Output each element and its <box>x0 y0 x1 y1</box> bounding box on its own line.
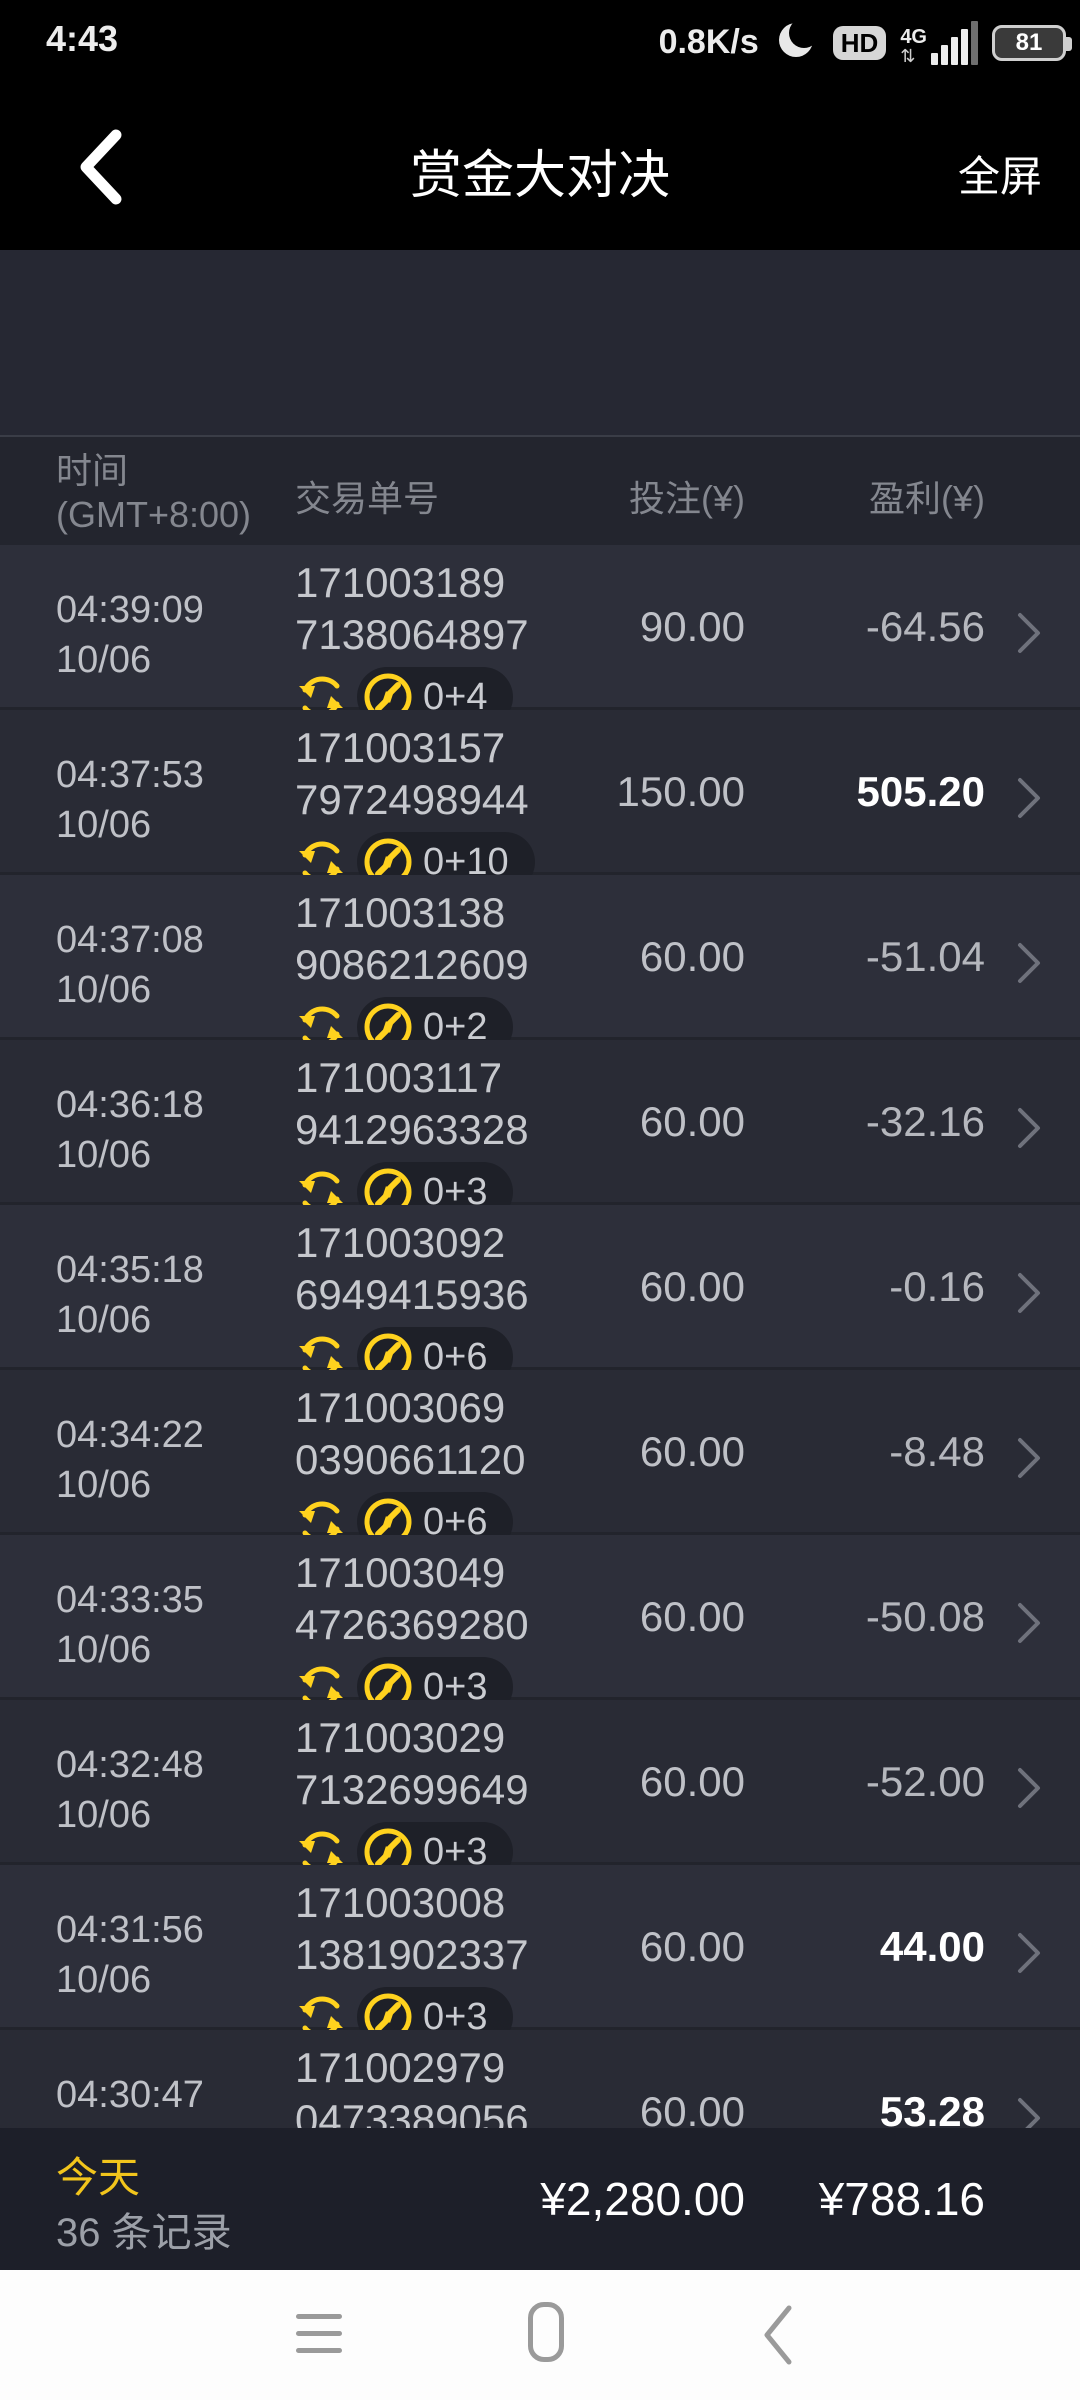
row-bet-amount: 60.00 <box>639 1263 745 1310</box>
row-profit-amount: 53.28 <box>879 2088 985 2128</box>
chevron-right-icon <box>1018 2098 1040 2128</box>
nav-back-icon[interactable] <box>760 2304 794 2366</box>
chevron-right-icon <box>1018 1933 1040 1973</box>
row-profit-amount: -8.48 <box>889 1428 985 1475</box>
row-bet-amount: 60.00 <box>639 1758 745 1805</box>
history-panel-header: 历史记录 今天 <box>0 250 1080 665</box>
row-time: 04:35:18 10/06 <box>56 1249 204 1341</box>
system-nav-bar <box>0 2270 1080 2400</box>
row-order-number: 171003157 7972498944 <box>295 722 535 892</box>
table-row[interactable]: 04:39:09 10/06 171003189 7138064897 <box>0 545 1080 727</box>
versus-icon <box>364 673 412 721</box>
back-icon <box>80 129 122 205</box>
app-bar: 赏金大对决 全屏 <box>0 85 1080 250</box>
table-row[interactable]: 04:37:08 10/06 171003138 9086212609 <box>0 875 1080 1057</box>
table-row[interactable]: 04:32:48 10/06 171003029 7132699649 <box>0 1700 1080 1882</box>
row-time: 04:39:09 10/06 <box>56 589 204 681</box>
column-header-time: 时间 (GMT+8:00) <box>56 450 252 535</box>
row-profit-amount: 44.00 <box>879 1923 985 1970</box>
row-time: 04:32:48 10/06 <box>56 1744 204 1836</box>
row-order-number: 171003189 7138064897 <box>295 557 529 727</box>
summary-record-count: 36 条记录 <box>56 2211 232 2255</box>
chevron-right-icon <box>1018 1603 1040 1643</box>
versus-icon <box>364 838 412 886</box>
row-bet-amount: 60.00 <box>639 1428 745 1475</box>
column-header-order: 交易单号 <box>295 478 440 519</box>
row-time: 04:30:47 10/06 <box>56 2074 204 2128</box>
row-profit-amount: -32.16 <box>865 1098 985 1145</box>
row-bet-amount: 60.00 <box>639 933 745 980</box>
row-profit-amount: -0.16 <box>889 1263 985 1310</box>
signal-icon: 4G ⇅ <box>900 20 978 66</box>
summary-total-bet: ¥2,280.00 <box>540 2173 745 2225</box>
hd-icon: HD <box>832 25 887 60</box>
row-time: 04:37:53 10/06 <box>56 754 204 846</box>
row-bet-amount: 60.00 <box>639 1923 745 1970</box>
fullscreen-button[interactable]: 全屏 <box>957 153 1042 200</box>
summary-bar: 今天 36 条记录 ¥2,280.00 ¥788.16 <box>0 2128 1080 2270</box>
nav-menu-icon[interactable] <box>296 2314 342 2365</box>
back-button[interactable] <box>60 117 140 217</box>
row-time: 04:34:22 10/06 <box>56 1414 204 1506</box>
row-order-number: 171003092 6949415936 <box>295 1217 529 1387</box>
table-row[interactable]: 04:33:35 10/06 171003049 4726369280 <box>0 1535 1080 1717</box>
moon-icon <box>773 17 819 68</box>
chevron-right-icon <box>1018 1273 1040 1313</box>
table-row[interactable]: 04:34:22 10/06 171003069 0390661120 <box>0 1370 1080 1552</box>
row-order-number: 171003138 9086212609 <box>295 887 529 1057</box>
table-row[interactable]: 04:37:53 10/06 171003157 7972498944 <box>0 710 1080 892</box>
table-row[interactable]: 04:30:47 10/06 171002979 0473389056 <box>0 2030 1080 2128</box>
battery-percent: 81 <box>1015 28 1043 56</box>
table-row[interactable]: 04:31:56 10/06 171003008 1381902337 <box>0 1865 1080 2047</box>
summary-day-label: 今天 <box>56 2154 141 2201</box>
row-profit-amount: 505.20 <box>856 768 985 815</box>
row-time: 04:33:35 10/06 <box>56 1579 204 1671</box>
row-profit-amount: -51.04 <box>865 933 985 980</box>
nav-home-icon[interactable] <box>528 2302 564 2362</box>
chevron-right-icon <box>1018 1768 1040 1808</box>
row-bet-amount: 90.00 <box>639 603 745 650</box>
data-arrows-icon: ⇅ <box>900 45 915 66</box>
row-time: 04:31:56 10/06 <box>56 1909 204 2001</box>
row-bet-amount: 60.00 <box>639 1098 745 1145</box>
row-bet-amount: 60.00 <box>639 1593 745 1640</box>
row-bet-amount: 150.00 <box>616 768 745 815</box>
battery-icon: 81 <box>992 24 1072 61</box>
clock: 4:43 <box>46 18 119 59</box>
row-order-number: 171003117 9412963328 <box>295 1052 529 1222</box>
table-row[interactable]: 04:35:18 10/06 171003092 6949415936 <box>0 1205 1080 1387</box>
versus-icon <box>364 1993 412 2041</box>
row-order-number: 171003029 7132699649 <box>295 1712 529 1882</box>
row-order-number: 171003069 0390661120 <box>295 1382 525 1552</box>
row-profit-amount: -64.56 <box>865 603 985 650</box>
chevron-right-icon <box>1018 1438 1040 1478</box>
row-time: 04:36:18 10/06 <box>56 1084 204 1176</box>
status-bar: 4:43 0.8K/s HD 4G ⇅ 81 <box>0 0 1080 85</box>
column-header-bet: 投注(¥) <box>629 478 745 519</box>
row-bet-amount: 60.00 <box>639 2088 745 2128</box>
table-row[interactable]: 04:36:18 10/06 171003117 9412963328 <box>0 1040 1080 1222</box>
summary-total-profit: ¥788.16 <box>818 2173 985 2225</box>
row-profit-amount: -52.00 <box>865 1758 985 1805</box>
column-header-profit: 盈利(¥) <box>869 478 985 519</box>
network-type-label: 4G <box>900 25 927 48</box>
chevron-right-icon <box>1018 1108 1040 1148</box>
row-profit-amount: -50.08 <box>865 1593 985 1640</box>
chevron-right-icon <box>1018 943 1040 983</box>
network-speed: 0.8K/s <box>658 23 759 61</box>
row-order-number: 171003008 1381902337 <box>295 1877 529 2047</box>
chevron-right-icon <box>1018 613 1040 653</box>
history-list: 04:39:09 10/06 171003189 7138064897 <box>0 545 1080 2128</box>
chevron-right-icon <box>1018 778 1040 818</box>
row-order-number: 171002979 0473389056 <box>295 2042 529 2128</box>
page-title: 赏金大对决 <box>409 147 670 205</box>
row-order-number: 171003049 4726369280 <box>295 1547 529 1717</box>
row-time: 04:37:08 10/06 <box>56 919 204 1011</box>
table-header: 时间 (GMT+8:00) 交易单号 投注(¥) 盈利(¥) <box>0 435 1080 545</box>
